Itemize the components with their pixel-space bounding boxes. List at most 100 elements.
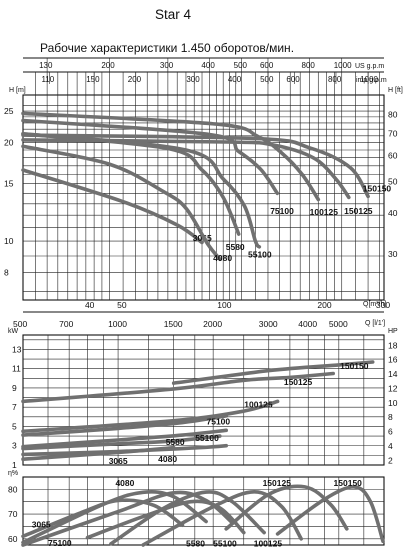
power-ytick-left: 9: [12, 383, 17, 393]
power-ytick-right: 10: [388, 398, 398, 408]
efficiency-chart: η% 80 70 60 3065 4080 5580 55100 75100 100125 1501…: [8, 470, 385, 548]
head-curve-75100: [21, 118, 280, 196]
us-gpm-tick-label: 300: [160, 61, 174, 70]
head-xtick: 50: [117, 300, 127, 310]
power-curve-label-4080: 4080: [158, 454, 177, 464]
eff-plot-frame: [22, 476, 385, 546]
head-ytick-right: 30: [388, 249, 398, 259]
power-chart: 500 700 1000 1500 2000 3000 4000 5000 Q [l/1'] kW…: [8, 311, 398, 470]
eff-curve-label-150150: 150150: [334, 478, 363, 488]
head-curve-label-5580: 5580: [226, 242, 245, 252]
head-xtick: 40: [85, 300, 95, 310]
power-ytick-right: 18: [388, 340, 398, 350]
eff-curve-label-3065: 3065: [32, 519, 51, 529]
head-xlabel: Q[m³/h]: [363, 301, 386, 308]
head-curve-label-55100: 55100: [248, 250, 272, 260]
power-curve-label-150150: 150150: [340, 361, 369, 371]
model-title: Star 4: [155, 7, 192, 22]
head-curve-label-150125: 150125: [344, 206, 373, 216]
head-ytick-left: 15: [4, 179, 14, 189]
head-ylabel-right: H [ft]: [388, 87, 403, 94]
power-curve-label-5580: 5580: [166, 437, 185, 447]
lmin-tick-label: 3000: [259, 319, 278, 329]
us-gpm-tick-label: 200: [101, 61, 115, 70]
eff-ylabel: η%: [8, 470, 18, 477]
head-ytick-left: 25: [4, 106, 14, 116]
imp-gpm-label: imp g.p.m: [356, 77, 387, 84]
imp-gpm-tick-label: 1000: [360, 75, 378, 84]
eff-curve-label-4080: 4080: [115, 478, 134, 488]
us-gpm-tick-label: 400: [201, 61, 215, 70]
head-plot-frame: [22, 94, 385, 301]
head-xtick: 100: [217, 300, 231, 310]
imp-gpm-tick-label: 400: [228, 75, 242, 84]
power-curve-label-3065: 3065: [109, 456, 128, 466]
power-ylabel-right: HP: [388, 328, 398, 335]
power-curve-label-55100: 55100: [195, 433, 219, 443]
head-ytick-right: 70: [388, 129, 398, 139]
head-curve-label-4080: 4080: [213, 253, 232, 263]
eff-curve-150150: [275, 485, 385, 544]
power-ytick-left: 7: [12, 402, 17, 412]
power-curve-4080: [21, 443, 228, 457]
power-ytick-left: 1: [12, 460, 17, 470]
eff-ytick: 60: [8, 534, 18, 544]
head-ytick-left: 20: [4, 138, 14, 148]
power-curve-55100: [21, 428, 228, 449]
head-ytick-right: 80: [388, 110, 398, 120]
eff-curve-100125: [141, 489, 303, 547]
power-ylabel-left: kW: [8, 328, 19, 335]
imp-gpm-tick-label: 500: [260, 75, 274, 84]
us-gpm-tick-label: 800: [302, 61, 316, 70]
power-ytick-right: 2: [388, 455, 393, 465]
eff-curve-label-150125: 150125: [263, 478, 292, 488]
head-ytick-left: 8: [4, 268, 9, 278]
eff-curve-75100: [85, 499, 246, 540]
eff-ytick: 70: [8, 509, 18, 519]
head-xtick: 200: [317, 300, 331, 310]
eff-curve-label-55100: 55100: [213, 538, 237, 548]
power-ytick-left: 5: [12, 421, 17, 431]
power-curve-label-75100: 75100: [207, 417, 231, 427]
head-curve-label-75100: 75100: [270, 206, 294, 216]
us-gpm-tick-label: 1000: [334, 61, 352, 70]
eff-curve-55100: [109, 490, 266, 546]
eff-curve-label-5580: 5580: [186, 538, 205, 548]
power-ytick-left: 11: [12, 364, 21, 374]
power-curve-150125: [21, 371, 335, 404]
head-curve-4080: [21, 144, 222, 261]
head-xtick: 300: [376, 300, 390, 310]
head-curve-label-100125: 100125: [310, 207, 339, 217]
head-ytick-right: 60: [388, 150, 398, 160]
imp-gpm-tick-label: 150: [86, 75, 100, 84]
lmin-label: Q [l/1']: [365, 320, 385, 327]
head-ytick-right: 40: [388, 208, 398, 218]
eff-curve-label-75100: 75100: [48, 538, 72, 548]
power-ytick-right: 6: [388, 427, 393, 437]
head-ytick-left: 10: [4, 236, 14, 246]
imp-gpm-tick-label: 800: [328, 75, 342, 84]
imp-gpm-tick-label: 300: [186, 75, 200, 84]
power-ytick-left: 3: [12, 441, 17, 451]
eff-curve-label-100125: 100125: [254, 538, 283, 548]
imp-gpm-tick-label: 110: [41, 75, 54, 84]
power-curve-label-150125: 150125: [284, 377, 313, 387]
head-curve-5580: [21, 132, 241, 236]
us-gpm-tick-label: 600: [260, 61, 274, 70]
eff-ytick: 80: [8, 484, 18, 494]
lmin-tick-label: 500: [13, 319, 27, 329]
lmin-tick-label: 700: [59, 319, 73, 329]
imp-gpm-tick-label: 600: [286, 75, 300, 84]
power-ytick-right: 8: [388, 412, 393, 422]
lmin-tick-label: 5000: [329, 319, 348, 329]
lmin-tick-label: 1000: [108, 319, 127, 329]
head-curve-150125: [21, 138, 351, 200]
power-ytick-right: 14: [388, 369, 398, 379]
head-curve-3065: [21, 168, 204, 245]
power-curve-150150: [171, 360, 375, 385]
power-curve-75100: [21, 414, 228, 437]
us-gpm-tick-label: 500: [234, 61, 248, 70]
eff-curve-150125: [224, 484, 349, 531]
head-curve-55100: [21, 132, 262, 249]
us-gpm-tick-label: 130: [39, 61, 53, 70]
